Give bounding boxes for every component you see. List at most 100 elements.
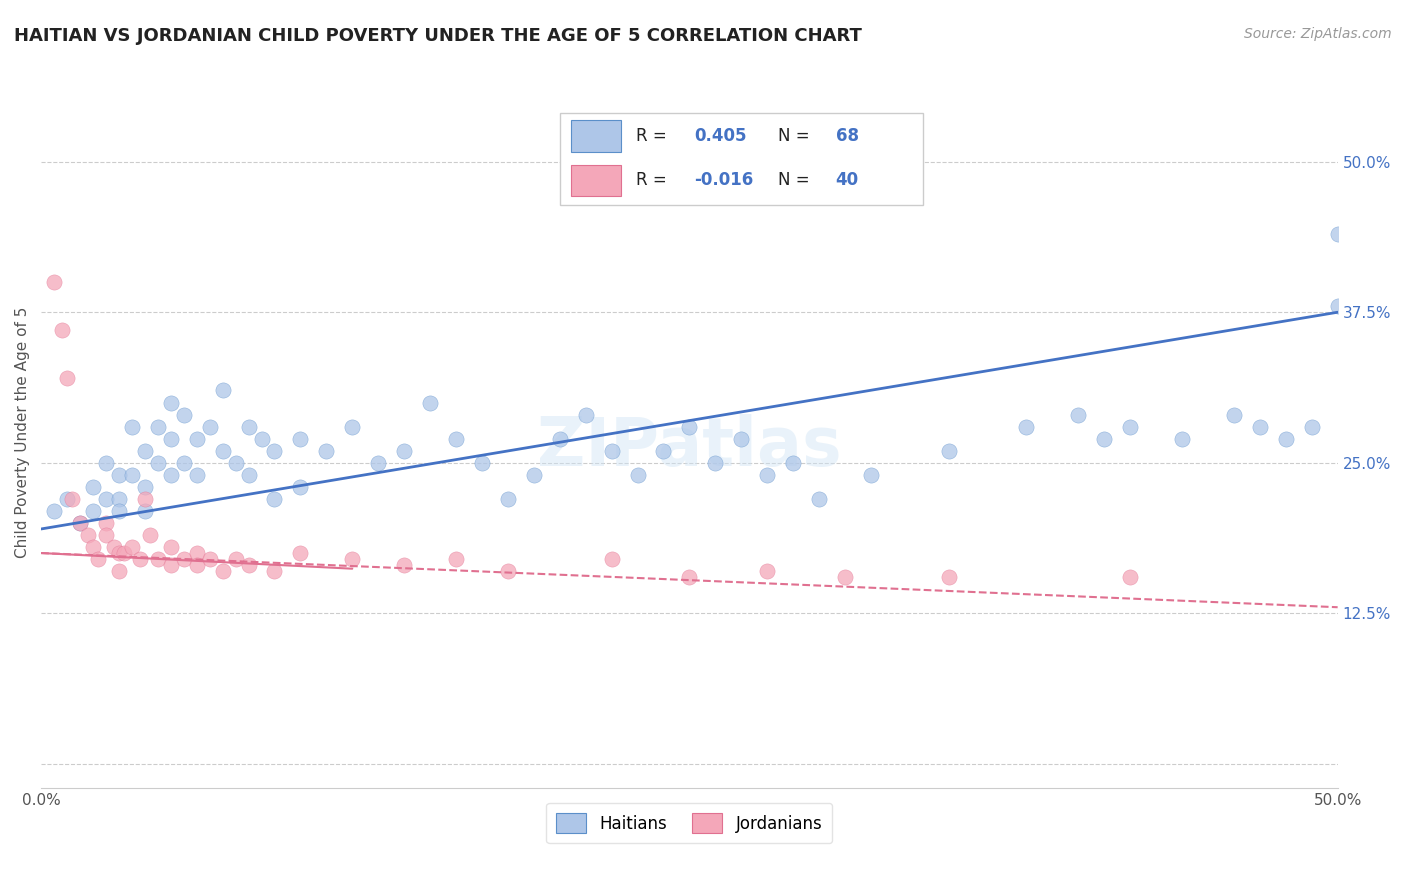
Point (159, 432, 181, 446)
Point (1301, 419, 1323, 434)
Point (756, 564, 779, 578)
Point (76, 528, 98, 542)
Point (108, 564, 131, 578)
Point (134, 491, 156, 506)
Point (42, 275, 65, 289)
Point (938, 570, 960, 584)
Point (139, 528, 162, 542)
Point (704, 456, 727, 470)
Point (600, 443, 623, 458)
Text: Source: ZipAtlas.com: Source: ZipAtlas.com (1244, 27, 1392, 41)
Point (1067, 408, 1090, 422)
Point (342, 552, 364, 566)
Point (392, 558, 415, 573)
Point (263, 491, 285, 506)
Point (342, 419, 364, 434)
Point (1223, 408, 1246, 422)
Point (112, 546, 135, 560)
Point (1015, 419, 1038, 434)
Point (523, 467, 546, 482)
Point (678, 419, 700, 434)
Point (678, 570, 700, 584)
Point (186, 546, 208, 560)
Point (444, 552, 467, 566)
Point (108, 504, 131, 518)
Point (134, 443, 156, 458)
Point (626, 467, 648, 482)
Point (782, 456, 804, 470)
Point (94, 528, 117, 542)
Point (808, 491, 831, 506)
Point (82, 540, 104, 554)
Point (121, 467, 143, 482)
Point (496, 491, 519, 506)
Point (496, 564, 519, 578)
Point (121, 540, 143, 554)
Point (859, 467, 882, 482)
Point (51, 323, 73, 337)
Point (56, 491, 79, 506)
Point (146, 552, 169, 566)
Point (82, 504, 104, 518)
Point (225, 456, 247, 470)
Point (134, 480, 156, 494)
Point (938, 443, 960, 458)
Point (146, 456, 169, 470)
Point (186, 558, 208, 573)
Point (146, 419, 169, 434)
Point (186, 432, 208, 446)
Point (238, 419, 260, 434)
Y-axis label: Child Poverty Under the Age of 5: Child Poverty Under the Age of 5 (15, 307, 30, 558)
Point (263, 564, 285, 578)
Point (250, 432, 273, 446)
Point (315, 443, 337, 458)
Point (419, 395, 441, 409)
Point (42, 504, 65, 518)
Point (69, 516, 91, 530)
Point (60, 491, 83, 506)
Point (290, 546, 312, 560)
Point (1274, 432, 1296, 446)
Point (56, 371, 79, 385)
Point (652, 443, 675, 458)
Point (290, 480, 312, 494)
Point (121, 419, 143, 434)
Point (82, 480, 104, 494)
Point (756, 467, 779, 482)
Point (198, 419, 221, 434)
Point (103, 540, 125, 554)
Point (211, 564, 233, 578)
Point (444, 432, 467, 446)
Point (134, 504, 156, 518)
Point (94, 456, 117, 470)
Point (1119, 419, 1142, 434)
Text: HAITIAN VS JORDANIAN CHILD POVERTY UNDER THE AGE OF 5 CORRELATION CHART: HAITIAN VS JORDANIAN CHILD POVERTY UNDER… (14, 27, 862, 45)
Point (173, 552, 195, 566)
Point (548, 432, 571, 446)
Point (471, 456, 494, 470)
Point (834, 570, 856, 584)
Point (159, 467, 181, 482)
Point (1119, 570, 1142, 584)
Point (1249, 419, 1271, 434)
Point (173, 456, 195, 470)
Point (575, 408, 598, 422)
Point (730, 432, 752, 446)
Point (108, 491, 131, 506)
Point (186, 467, 208, 482)
Point (263, 443, 285, 458)
Point (392, 443, 415, 458)
Point (69, 516, 91, 530)
Point (108, 467, 131, 482)
Point (173, 408, 195, 422)
Point (1171, 432, 1194, 446)
Point (238, 467, 260, 482)
Point (94, 516, 117, 530)
Point (159, 558, 181, 573)
Point (94, 491, 117, 506)
Point (159, 540, 181, 554)
Text: ZIPatlas: ZIPatlas (537, 414, 842, 480)
Point (225, 552, 247, 566)
Legend: Haitians, Jordanians: Haitians, Jordanians (547, 803, 832, 844)
Point (198, 552, 221, 566)
